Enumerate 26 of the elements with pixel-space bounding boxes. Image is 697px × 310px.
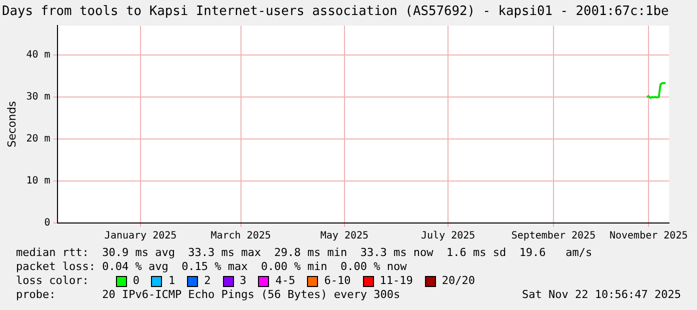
x-tick-label: May 2025	[320, 230, 369, 242]
text: median rtt: 30.9 ms avg 33.3 ms max 29.8 ms min 33.3 ms now 1.6 ms sd 19.6 am/s	[16, 246, 592, 259]
text: 0	[132, 274, 140, 288]
y-tick-label: 0	[44, 218, 50, 229]
x-tick-label: November 2025	[609, 230, 688, 242]
y-tick-label: 20 m	[26, 134, 50, 145]
x-tick-label: January 2025	[104, 230, 177, 242]
y-axis-title: Seconds	[5, 100, 18, 148]
chart-title: Days from tools to Kapsi Internet-users association (AS57692) - kapsi01 - 2001:67c:1be	[2, 4, 670, 20]
y-tick-label: 10 m	[26, 176, 50, 187]
y-tick-label: 40 m	[26, 50, 50, 61]
text: 20/20	[442, 274, 475, 288]
text: loss color:	[16, 274, 89, 288]
text: 2	[204, 274, 211, 288]
text: 3	[240, 274, 246, 288]
y-tick-label: 30 m	[26, 92, 50, 103]
x-tick-label: July 2025	[421, 230, 476, 242]
text: 11-19	[380, 274, 413, 288]
text: Sat Nov 22 10:56:47 2025	[522, 288, 681, 302]
text: packet loss: 0.04 % avg 0.15 % max 0.00 % min 0.00 % now	[16, 260, 407, 273]
text: probe: 20 IPv6-ICMP Echo Pings (56 Bytes) every 300s	[16, 288, 400, 302]
text: 4-5	[275, 274, 296, 288]
x-tick-label: March 2025	[210, 230, 271, 242]
text: 1	[168, 274, 176, 288]
text: 6-10	[324, 274, 351, 288]
x-tick-label: September 2025	[511, 230, 596, 242]
